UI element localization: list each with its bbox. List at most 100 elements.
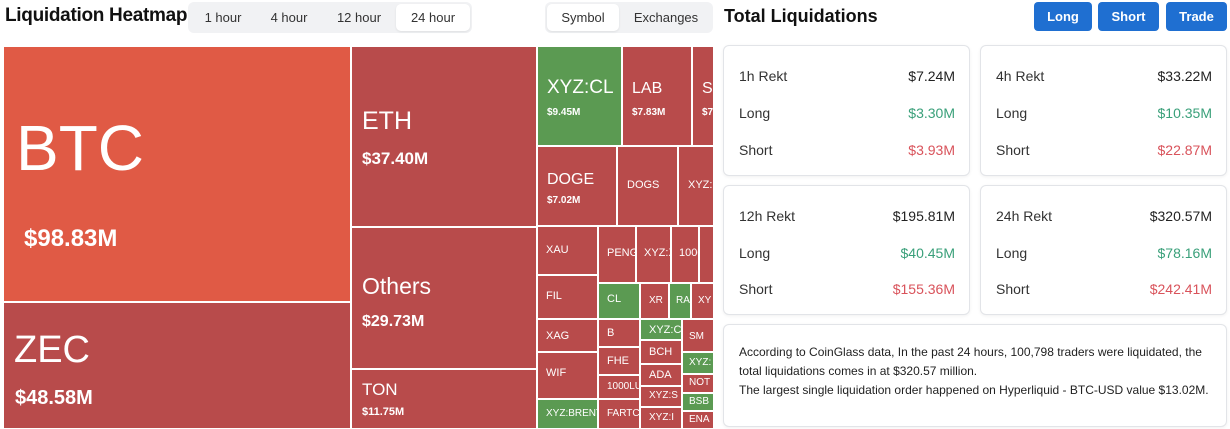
treemap-cell-zec[interactable]: ZEC $48.58M bbox=[3, 302, 351, 429]
treemap-cell-sm[interactable]: SM bbox=[682, 319, 714, 352]
cell-name: DOGS bbox=[627, 179, 660, 191]
treemap-cell-xyz[interactable]: XYZ: bbox=[682, 352, 714, 374]
short-label: Short bbox=[996, 142, 1030, 158]
cell-name: 1000 bbox=[679, 247, 698, 259]
cell-name: WIF bbox=[546, 367, 567, 379]
trade-button[interactable]: Trade bbox=[1166, 2, 1227, 31]
treemap-cell-xy[interactable]: XY bbox=[691, 283, 714, 319]
long-label: Long bbox=[739, 105, 771, 121]
treemap-cell-xag[interactable]: XAG bbox=[537, 319, 598, 352]
treemap-cell-so[interactable]: S $7 bbox=[692, 46, 714, 146]
short-value: $3.93M bbox=[908, 142, 955, 158]
long-label: Long bbox=[739, 245, 771, 261]
tab-1-hour[interactable]: 1 hour bbox=[204, 10, 242, 25]
treemap-cell-doge[interactable]: DOGE $7.02M bbox=[537, 146, 617, 226]
cell-value: $11.75M bbox=[362, 406, 405, 418]
treemap-cell-xau[interactable]: XAU bbox=[537, 226, 598, 275]
cell-name: XY bbox=[698, 295, 712, 306]
treemap-cell-bsb[interactable]: BSB bbox=[682, 393, 714, 411]
card-long-row: Long $78.16M bbox=[996, 245, 1212, 265]
card-title: 4h Rekt bbox=[996, 68, 1045, 84]
total-liquidations-title: Total Liquidations bbox=[724, 6, 878, 26]
treemap-cell-fhe[interactable]: FHE bbox=[598, 347, 640, 375]
treemap-cell-fartc[interactable]: FARTC bbox=[598, 399, 640, 429]
time-range-tabs: 1 hour 4 hour 12 hour 24 hour bbox=[188, 2, 472, 33]
cell-name: ZEC bbox=[14, 329, 90, 371]
tab-symbol[interactable]: Symbol bbox=[547, 4, 619, 31]
cell-name: XAG bbox=[546, 330, 570, 342]
long-value: $78.16M bbox=[1157, 245, 1212, 261]
treemap-cell-xyz-s[interactable]: XYZ:S bbox=[678, 146, 714, 226]
card-short-row: Short $242.41M bbox=[996, 281, 1212, 301]
summary-line-1: According to CoinGlass data, In the past… bbox=[739, 345, 1202, 378]
treemap-cell-xyz-x[interactable]: XYZ:X bbox=[636, 226, 671, 283]
treemap-cell-others[interactable]: Others $29.73M bbox=[351, 227, 537, 369]
view-tabs: Symbol Exchanges bbox=[545, 2, 713, 33]
treemap-cell-ena[interactable]: ENA bbox=[682, 411, 714, 429]
card-title: 1h Rekt bbox=[739, 68, 788, 84]
treemap-cell-eth[interactable]: ETH $37.40M bbox=[351, 46, 537, 227]
cell-value: $7.83M bbox=[632, 107, 666, 118]
summary-line-2: The largest single liquidation order hap… bbox=[739, 383, 1209, 397]
card-short-row: Short $22.87M bbox=[996, 142, 1212, 162]
cell-name: ADA bbox=[649, 369, 672, 381]
treemap-cell-1000[interactable]: 1000 bbox=[671, 226, 699, 283]
treemap-cell-xyz-i[interactable]: XYZ:I bbox=[640, 407, 682, 429]
cell-value: $98.83M bbox=[24, 225, 118, 252]
treemap-cell-xyz-brent[interactable]: XYZ:BRENT bbox=[537, 399, 598, 429]
short-label: Short bbox=[996, 281, 1030, 297]
long-button[interactable]: Long bbox=[1034, 2, 1092, 31]
card-total: $320.57M bbox=[1149, 208, 1212, 224]
cell-name: XYZ:S bbox=[688, 179, 713, 191]
treemap-cell-xyz-s-2[interactable]: XYZ:S bbox=[640, 386, 682, 407]
cell-value: $48.58M bbox=[15, 387, 93, 409]
cell-name: 1000LU bbox=[607, 381, 640, 392]
stats-card-24h: 24h Rekt $320.57M Long $78.16M Short $24… bbox=[980, 185, 1227, 315]
treemap-cell-fil[interactable]: FIL bbox=[537, 275, 598, 319]
tab-24-hour[interactable]: 24 hour bbox=[396, 4, 470, 31]
treemap-cell-b[interactable]: B bbox=[598, 319, 640, 347]
short-value: $242.41M bbox=[1149, 281, 1212, 297]
cell-name: ETH bbox=[362, 107, 412, 135]
treemap-cell-lab[interactable]: LAB $7.83M bbox=[622, 46, 692, 146]
liquidation-treemap: BTC $98.83M ZEC $48.58M ETH $37.40M Othe… bbox=[3, 46, 714, 429]
cell-value: $7.02M bbox=[547, 195, 581, 206]
treemap-cell-small[interactable] bbox=[699, 226, 714, 283]
treemap-cell-xyz-cl[interactable]: XYZ:CL $9.45M bbox=[537, 46, 622, 146]
card-long-row: Long $40.45M bbox=[739, 245, 955, 265]
treemap-cell-dogs[interactable]: DOGS bbox=[617, 146, 678, 226]
cell-name: BCH bbox=[649, 346, 673, 358]
treemap-cell-cl[interactable]: CL bbox=[598, 283, 640, 319]
treemap-cell-ada[interactable]: ADA bbox=[640, 364, 682, 386]
cell-name: FARTC bbox=[607, 408, 640, 419]
treemap-cell-xyz-c[interactable]: XYZ:C bbox=[640, 319, 682, 340]
treemap-cell-bch[interactable]: BCH bbox=[640, 340, 682, 364]
card-header-row: 4h Rekt $33.22M bbox=[996, 68, 1212, 88]
cell-name: SM bbox=[689, 331, 704, 342]
cell-name: BSB bbox=[689, 396, 710, 407]
tab-12-hour[interactable]: 12 hour bbox=[336, 10, 382, 25]
short-value: $22.87M bbox=[1157, 142, 1212, 158]
long-label: Long bbox=[996, 245, 1028, 261]
treemap-cell-1000lu[interactable]: 1000LU bbox=[598, 375, 640, 399]
treemap-cell-peng[interactable]: PENG bbox=[598, 226, 636, 283]
cell-name: B bbox=[607, 327, 615, 339]
treemap-cell-ra[interactable]: RA bbox=[669, 283, 691, 319]
cell-name: LAB bbox=[632, 80, 663, 97]
treemap-cell-ton[interactable]: TON $11.75M bbox=[351, 369, 537, 429]
cell-name: DOGE bbox=[547, 171, 595, 188]
cell-value: $9.45M bbox=[547, 107, 581, 118]
treemap-cell-xr[interactable]: XR bbox=[640, 283, 669, 319]
treemap-cell-btc[interactable]: BTC $98.83M bbox=[3, 46, 351, 302]
treemap-cell-not[interactable]: NOT bbox=[682, 374, 714, 393]
long-value: $3.30M bbox=[908, 105, 955, 121]
cell-name: XYZ: bbox=[689, 357, 712, 368]
cell-name: XAU bbox=[546, 244, 569, 256]
tab-exchanges[interactable]: Exchanges bbox=[633, 10, 699, 25]
long-value: $40.45M bbox=[900, 245, 955, 261]
short-button[interactable]: Short bbox=[1098, 2, 1159, 31]
treemap-cell-wif[interactable]: WIF bbox=[537, 352, 598, 399]
cell-name: TON bbox=[362, 380, 398, 399]
tab-4-hour[interactable]: 4 hour bbox=[270, 10, 308, 25]
card-short-row: Short $155.36M bbox=[739, 281, 955, 301]
